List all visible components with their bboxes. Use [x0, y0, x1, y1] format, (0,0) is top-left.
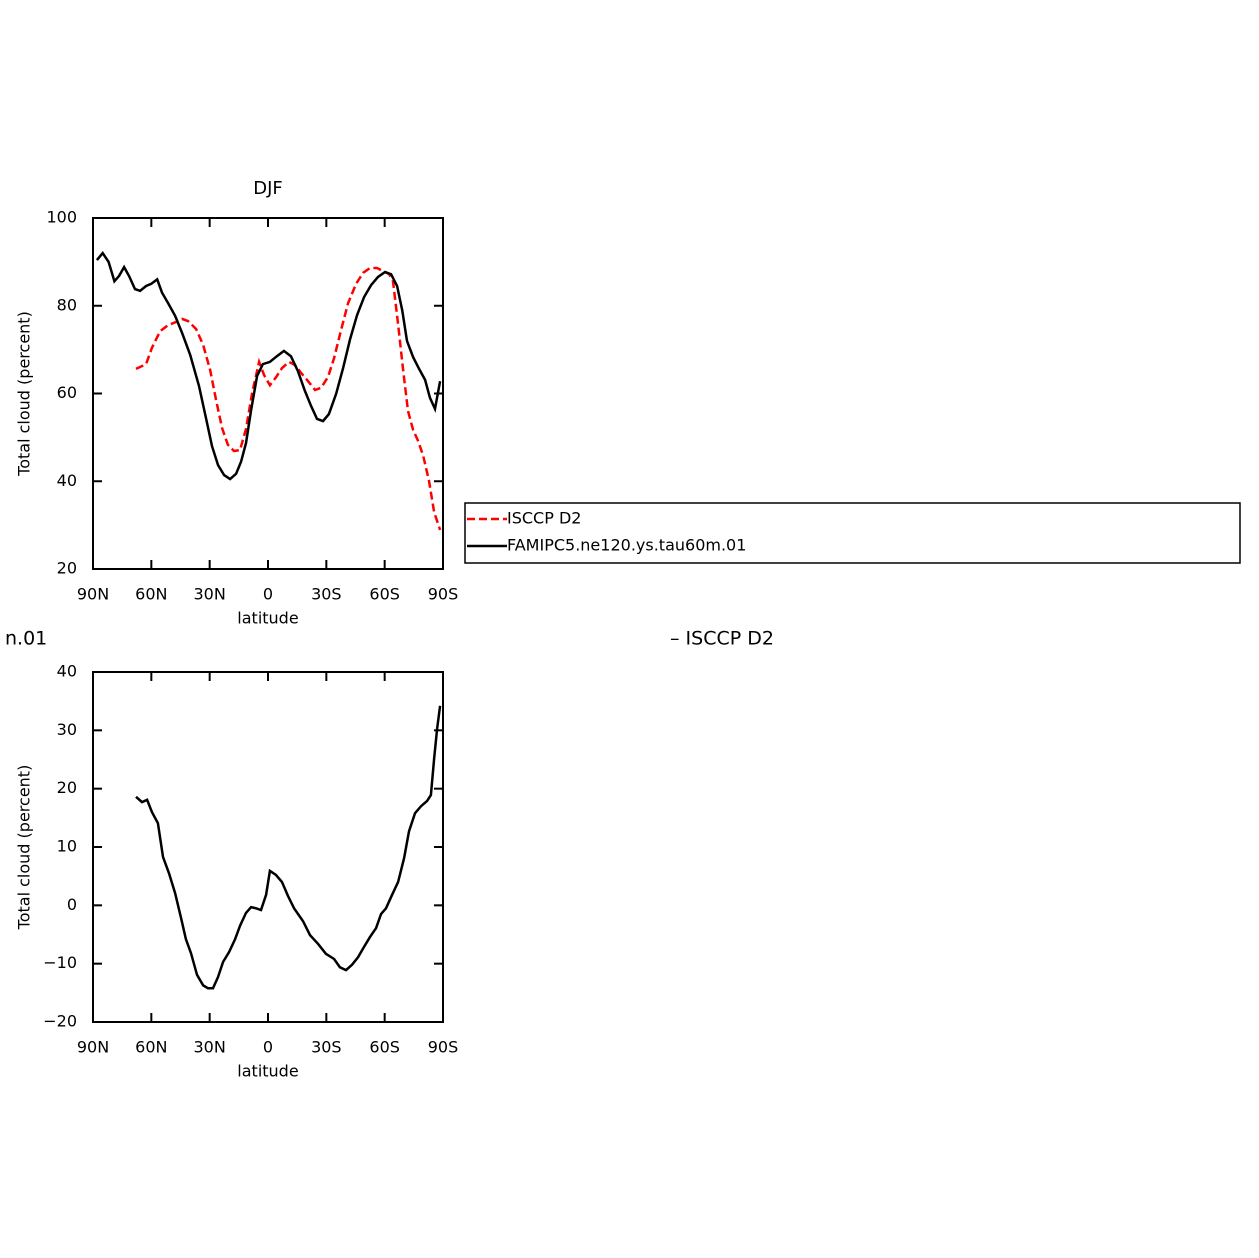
- series-line: [95, 251, 442, 481]
- y-axis-label: Total cloud (percent): [15, 311, 34, 477]
- y-tick-label: 10: [57, 837, 77, 856]
- x-axis-label: latitude: [237, 1062, 298, 1081]
- y-tick-label: 100: [46, 208, 77, 227]
- x-tick-label: 30N: [194, 585, 226, 604]
- y-tick-label: 60: [57, 383, 77, 402]
- y-tick-label: 30: [57, 720, 77, 739]
- y-tick-label: 20: [57, 559, 77, 578]
- y-tick-label: 80: [57, 295, 77, 314]
- legend-box: [464, 502, 1241, 564]
- y-tick-label: 0: [67, 895, 77, 914]
- y-tick-label: −10: [43, 953, 77, 972]
- legend-label: FAMIPC5.ne120.ys.tau60m.01: [507, 536, 746, 555]
- x-tick-label: 90N: [77, 1038, 109, 1057]
- annotation: n.01: [5, 628, 47, 650]
- x-tick-label: 60S: [369, 1038, 400, 1057]
- annotation: – ISCCP D2: [670, 628, 774, 650]
- x-tick-label: 90S: [428, 1038, 459, 1057]
- x-tick-label: 60S: [369, 585, 400, 604]
- y-tick-label: 40: [57, 471, 77, 490]
- y-tick-label: −20: [43, 1012, 77, 1031]
- x-tick-label: 60N: [135, 1038, 167, 1057]
- x-tick-label: 60N: [135, 585, 167, 604]
- plot-frame: [92, 217, 444, 570]
- series-line: [135, 266, 442, 531]
- legend-label: ISCCP D2: [507, 509, 581, 528]
- x-tick-label: 90N: [77, 585, 109, 604]
- y-tick-label: 20: [57, 778, 77, 797]
- plot-frame: [92, 671, 444, 1023]
- x-tick-label: 30N: [194, 1038, 226, 1057]
- y-tick-label: 40: [57, 662, 77, 681]
- series-line: [135, 705, 442, 990]
- x-tick-label: 0: [263, 1038, 273, 1057]
- x-axis-label: latitude: [237, 609, 298, 628]
- x-tick-label: 30S: [311, 1038, 342, 1057]
- chart-title: DJF: [253, 178, 283, 199]
- x-tick-label: 30S: [311, 585, 342, 604]
- x-tick-label: 0: [263, 585, 273, 604]
- y-axis-label: Total cloud (percent): [15, 765, 34, 931]
- x-tick-label: 90S: [428, 585, 459, 604]
